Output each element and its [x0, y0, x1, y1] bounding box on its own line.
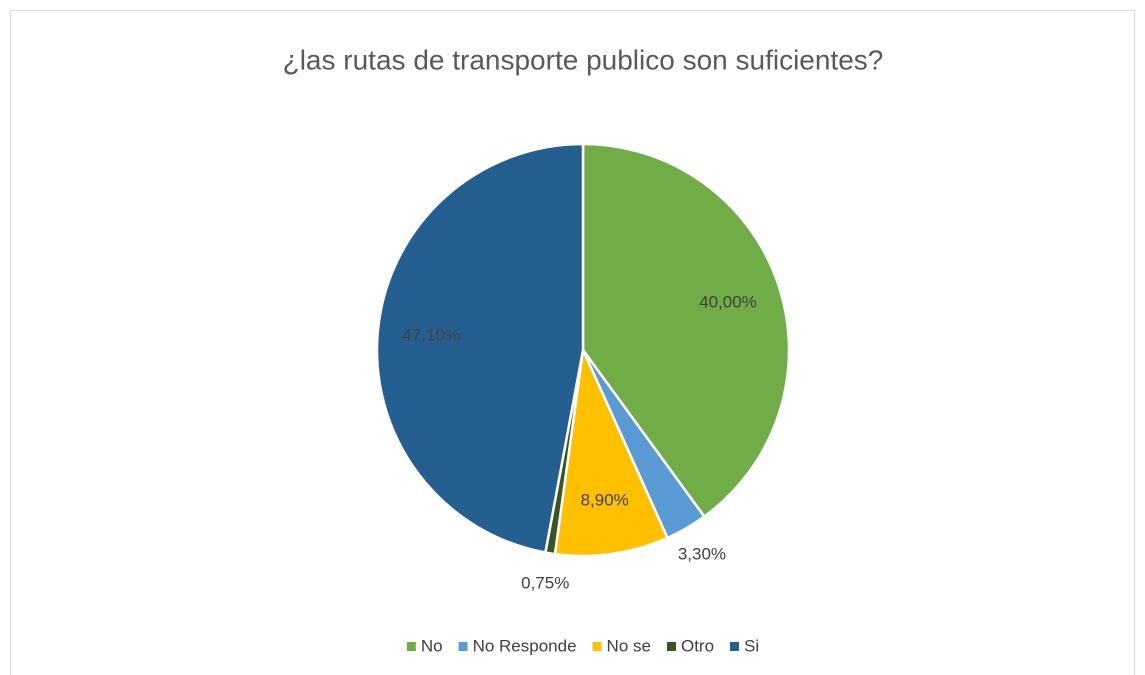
pie-slice — [553, 345, 670, 558]
legend-label: No se — [607, 636, 651, 655]
data-label: 8,90% — [581, 490, 629, 509]
legend: No No Responde No se Otro Si — [406, 636, 759, 655]
legend-label: No Responde — [473, 636, 577, 655]
legend-marker — [666, 642, 676, 651]
data-label: 3,30% — [678, 544, 726, 563]
legend-marker — [406, 642, 416, 651]
chart-title: ¿las rutas de transporte publico son suf… — [283, 44, 884, 75]
legend-label: Otro — [681, 636, 714, 655]
data-label: 47,10% — [402, 326, 460, 345]
pie-slice — [375, 142, 585, 554]
legend-label: No — [421, 636, 443, 655]
legend-marker — [730, 642, 740, 651]
pie-slice — [581, 142, 791, 519]
data-label: 0,75% — [521, 573, 569, 592]
legend-label: Si — [744, 636, 759, 655]
data-label: 40,00% — [699, 292, 757, 311]
legend-marker — [458, 642, 468, 651]
legend-marker — [592, 642, 602, 651]
